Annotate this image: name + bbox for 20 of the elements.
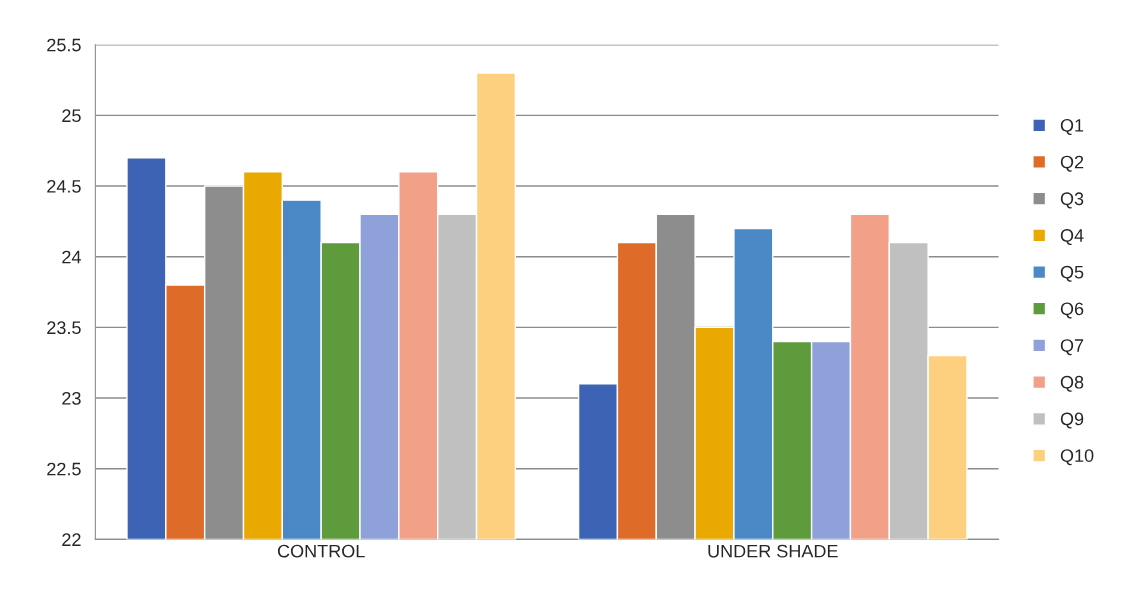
legend-label: Q5 [1060, 265, 1084, 282]
y-tick-label: 25.5 [47, 38, 81, 52]
y-tick-label: 22.5 [47, 462, 81, 476]
legend-label: Q3 [1060, 192, 1084, 209]
legend-label: Q9 [1060, 412, 1084, 429]
y-tick-label: 24 [62, 250, 81, 264]
legend-label: Q10 [1060, 449, 1094, 466]
y-tick-label: 22 [62, 533, 81, 546]
y-tick-label: 23.5 [47, 321, 81, 335]
legend-label: Q7 [1060, 339, 1084, 356]
legend-label: Q1 [1060, 118, 1084, 135]
legend-label: Q6 [1060, 302, 1084, 319]
y-tick-label: 23 [62, 391, 81, 405]
y-tick-label: 25 [62, 109, 81, 123]
legend-label: Q2 [1060, 155, 1084, 172]
x-tick-label: CONTROL [277, 544, 365, 558]
legend-label: Q8 [1060, 375, 1084, 392]
legend-label: Q4 [1060, 229, 1084, 246]
x-tick-label: UNDER SHADE [708, 544, 838, 558]
y-tick-label: 24.5 [47, 179, 81, 193]
